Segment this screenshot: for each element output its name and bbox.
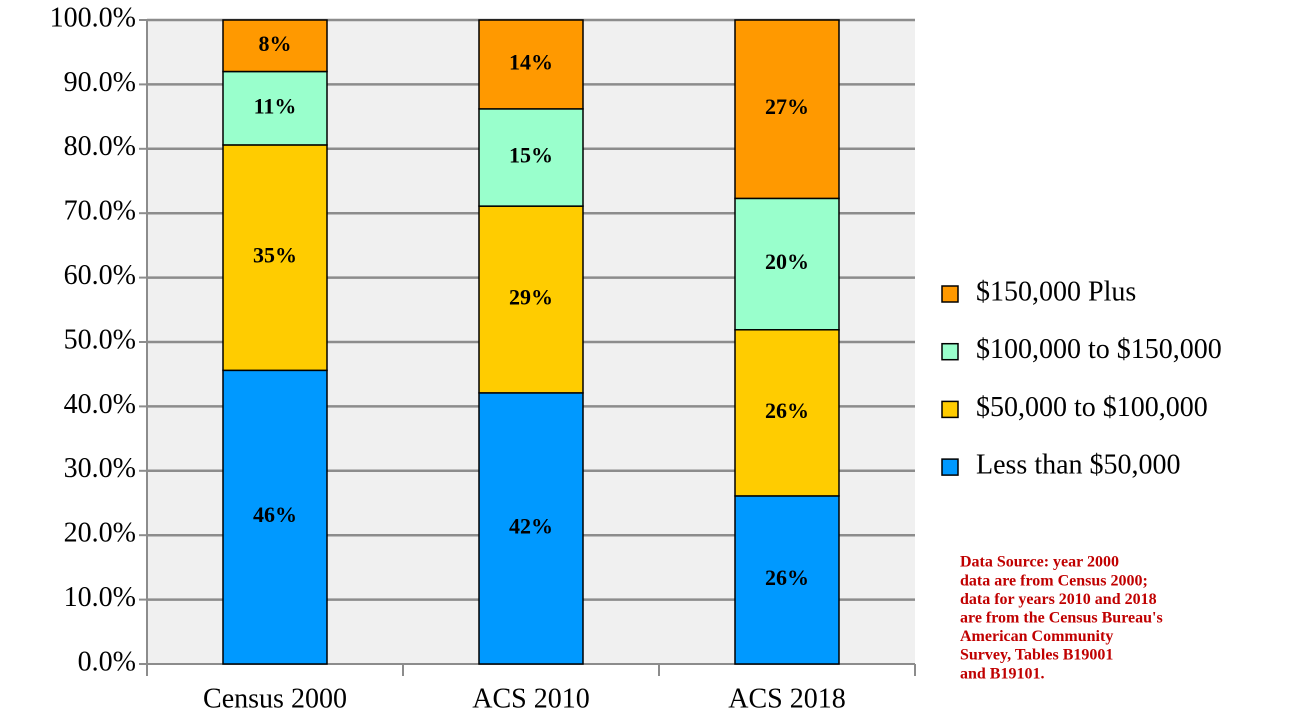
y-tick-label: 20.0% bbox=[64, 518, 136, 549]
bar-segment bbox=[222, 19, 328, 73]
data-label: 35% bbox=[253, 243, 297, 268]
legend-swatch bbox=[941, 285, 959, 303]
x-tick-label: ACS 2010 bbox=[472, 683, 589, 714]
bar-segment bbox=[478, 108, 584, 207]
legend-label: $150,000 Plus bbox=[976, 276, 1136, 307]
data-label: 26% bbox=[765, 398, 809, 423]
data-label: 14% bbox=[509, 49, 553, 74]
legend-swatch bbox=[941, 458, 959, 476]
y-tick-label: 100.0% bbox=[50, 2, 136, 33]
data-label: 29% bbox=[509, 285, 553, 310]
legend-swatch bbox=[941, 342, 959, 361]
y-tick-label: 0.0% bbox=[78, 646, 136, 677]
bar-segment bbox=[222, 369, 328, 665]
data-label: 11% bbox=[254, 93, 297, 118]
data-label: 46% bbox=[253, 502, 297, 527]
bar-segment bbox=[222, 144, 328, 372]
x-tick-label: Census 2000 bbox=[203, 683, 347, 714]
bar-segment bbox=[478, 205, 584, 394]
bar-segment bbox=[734, 197, 840, 331]
y-tick-label: 50.0% bbox=[64, 324, 136, 355]
source-note: Data Source: year 2000 bbox=[960, 554, 1119, 571]
bar-segment bbox=[222, 70, 328, 146]
data-label: 27% bbox=[765, 94, 809, 119]
bar-segment bbox=[478, 19, 584, 110]
y-tick-label: 30.0% bbox=[64, 453, 136, 484]
y-tick-label: 80.0% bbox=[64, 131, 136, 162]
data-label: 8% bbox=[259, 31, 292, 56]
source-note: Survey, Tables B19001 bbox=[960, 647, 1113, 664]
bar-segment bbox=[734, 19, 840, 200]
y-tick-label: 90.0% bbox=[64, 67, 136, 98]
y-tick-label: 10.0% bbox=[64, 582, 136, 613]
y-tick-label: 70.0% bbox=[64, 196, 136, 227]
y-tick-label: 60.0% bbox=[64, 260, 136, 291]
legend-label: Less than $50,000 bbox=[976, 450, 1181, 481]
data-label: 15% bbox=[509, 143, 553, 168]
legend-label: $50,000 to $100,000 bbox=[976, 392, 1208, 423]
bar-segment bbox=[734, 495, 840, 665]
legend-label: $100,000 to $150,000 bbox=[976, 334, 1222, 365]
bar-segment bbox=[478, 392, 584, 665]
data-label: 26% bbox=[765, 565, 809, 590]
bar-segment bbox=[734, 329, 840, 497]
source-note: are from the Census Bureau's bbox=[960, 609, 1163, 626]
source-note: and B19101. bbox=[960, 665, 1044, 682]
source-note: data for years 2010 and 2018 bbox=[960, 591, 1157, 608]
data-label: 20% bbox=[765, 249, 809, 274]
data-label: 42% bbox=[509, 513, 553, 538]
x-tick-label: ACS 2018 bbox=[728, 683, 845, 714]
source-note: American Community bbox=[960, 628, 1113, 645]
source-note: data are from Census 2000; bbox=[960, 572, 1148, 589]
legend-swatch bbox=[941, 400, 959, 419]
y-tick-label: 40.0% bbox=[64, 389, 136, 420]
